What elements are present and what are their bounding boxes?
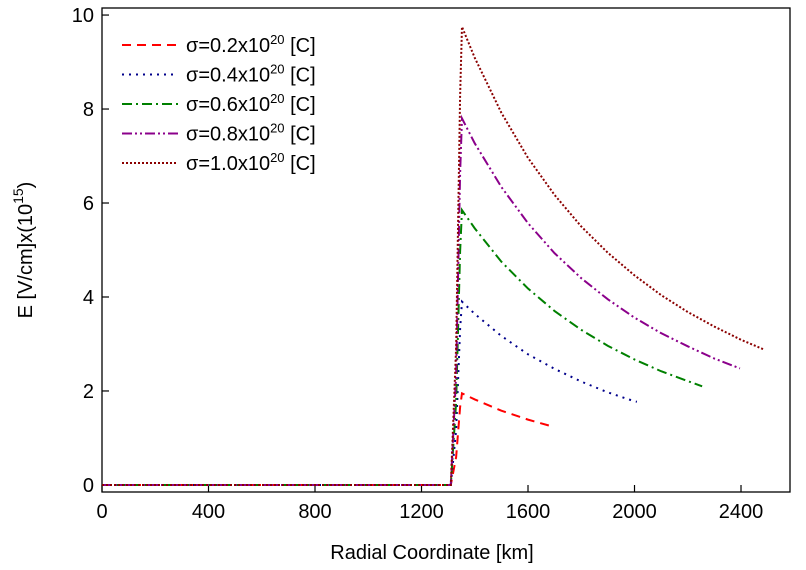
- x-tick-label: 1200: [399, 501, 444, 523]
- legend-name: σ=0.8x10: [186, 124, 270, 146]
- legend-suffix: [C]: [285, 94, 316, 116]
- y-label-text: E [V/cm]x(10: [15, 204, 37, 318]
- legend-label: σ=0.4x1020 [C]: [186, 62, 316, 87]
- legend-suffix: [C]: [285, 153, 316, 175]
- x-tick-label: 1600: [506, 501, 551, 523]
- legend-label: σ=0.2x1020 [C]: [186, 32, 316, 57]
- legend-sup: 20: [270, 91, 284, 106]
- legend-name: σ=1.0x10: [186, 153, 270, 175]
- legend-name: σ=0.2x10: [186, 35, 270, 57]
- y-label-sup: 15: [10, 188, 26, 204]
- data-line: [102, 299, 638, 486]
- legend-sup: 20: [270, 32, 284, 47]
- legend-sup: 20: [270, 62, 284, 77]
- legend-label: σ=1.0x1020 [C]: [186, 150, 316, 175]
- y-tick-label: 8: [83, 99, 94, 121]
- x-tick-label: 2000: [612, 501, 657, 523]
- y-label-suffix: ): [15, 182, 37, 189]
- y-axis-label: E [V/cm]x(1015): [10, 182, 37, 319]
- legend-sup: 20: [270, 121, 284, 136]
- legend-label: σ=0.6x1020 [C]: [186, 91, 316, 116]
- x-tick-label: 400: [192, 501, 225, 523]
- x-tick-label: 800: [298, 501, 331, 523]
- x-tick-label: 2400: [719, 501, 764, 523]
- data-line: [102, 391, 554, 486]
- legend-label: σ=0.8x1020 [C]: [186, 121, 316, 146]
- legend-suffix: [C]: [285, 35, 316, 57]
- y-tick-label: 0: [83, 475, 94, 497]
- y-tick-label: 6: [83, 193, 94, 215]
- y-tick-label: 2: [83, 381, 94, 403]
- data-line: [102, 207, 703, 486]
- legend-name: σ=0.4x10: [186, 65, 270, 87]
- y-tick-label: 10: [72, 5, 94, 27]
- data-line: [102, 114, 741, 486]
- legend-suffix: [C]: [285, 124, 316, 146]
- x-tick-label: 0: [96, 501, 107, 523]
- y-tick-label: 4: [83, 287, 94, 309]
- legend-suffix: [C]: [285, 65, 316, 87]
- data-line: [102, 26, 764, 486]
- x-axis-label: Radial Coordinate [km]: [330, 542, 533, 564]
- plot-frame: [101, 7, 791, 493]
- legend-name: σ=0.6x10: [186, 94, 270, 116]
- legend-sup: 20: [270, 150, 284, 165]
